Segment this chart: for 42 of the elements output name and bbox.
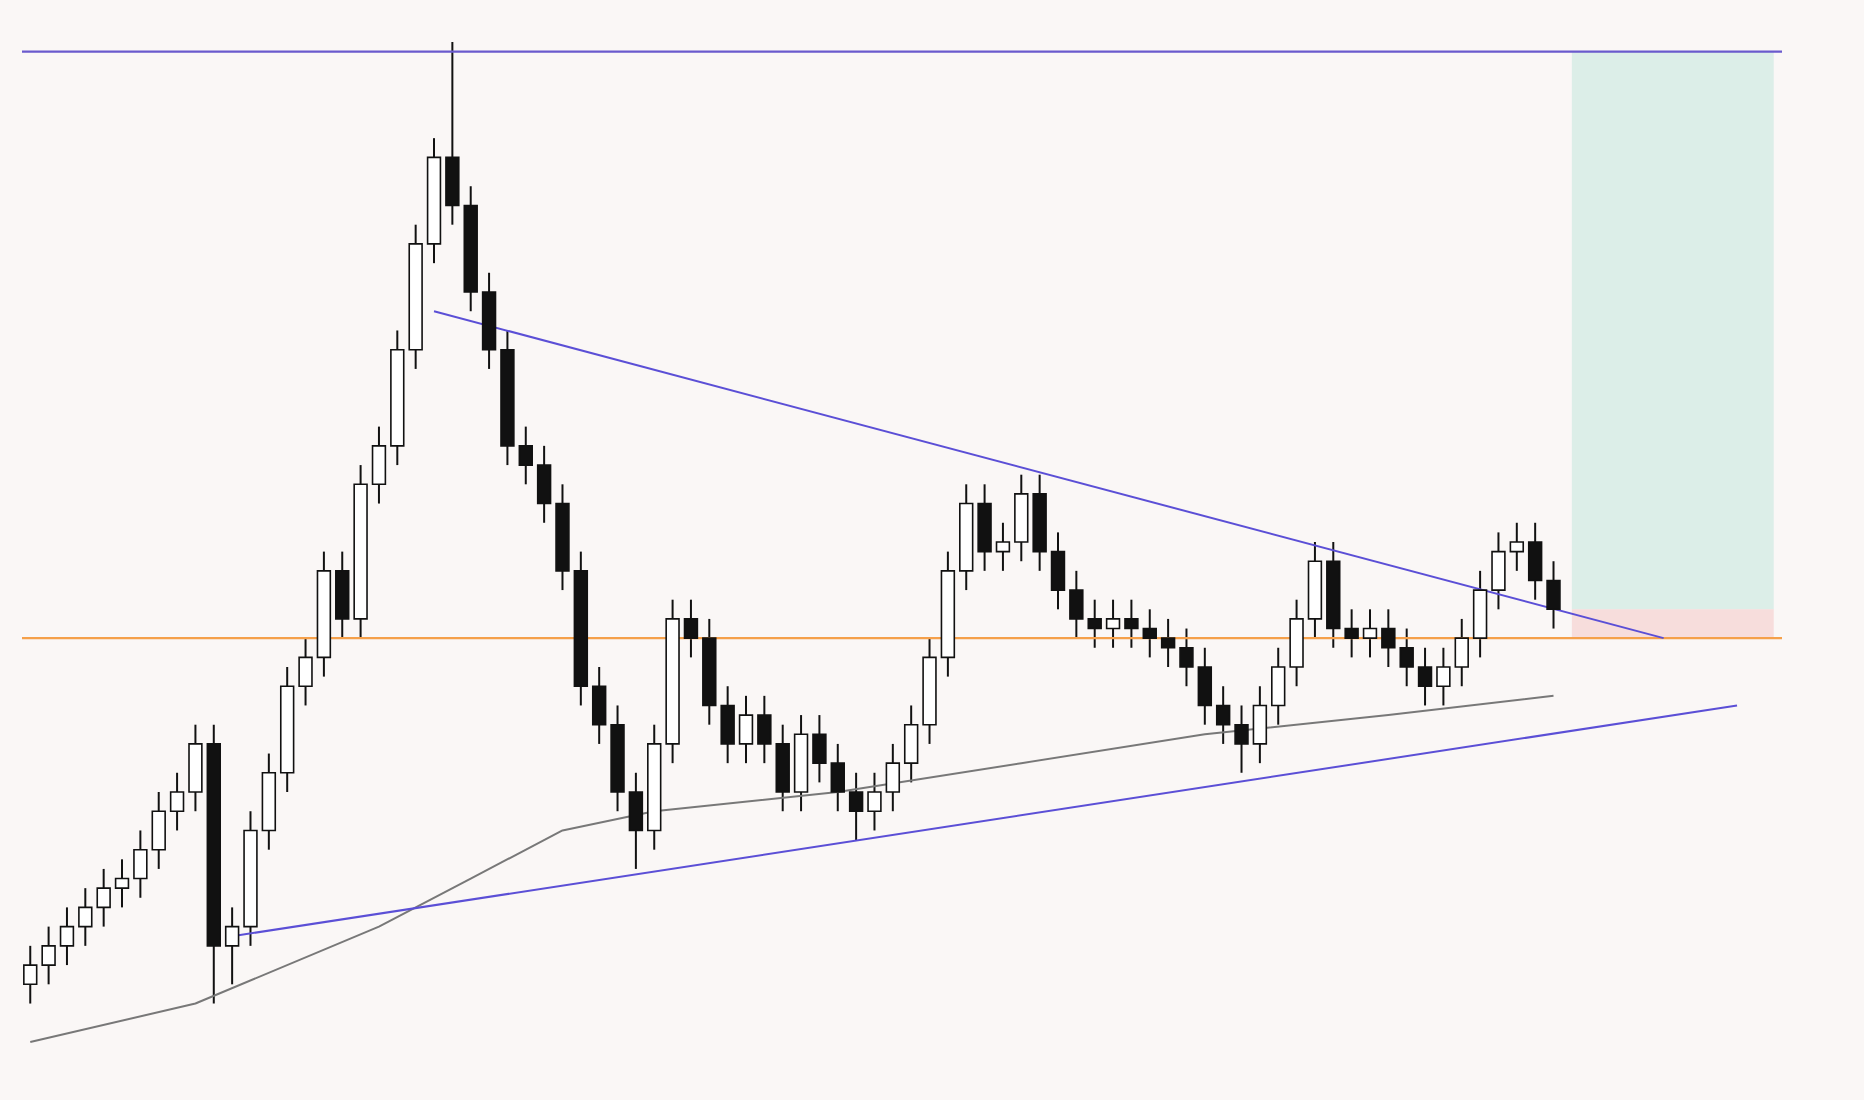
- candlestick: [59, 906, 75, 967]
- candlestick: [830, 742, 845, 813]
- candlestick: [1546, 560, 1561, 630]
- candlestick: [151, 791, 166, 870]
- candlestick: [536, 444, 552, 524]
- candlestick: [995, 521, 1011, 572]
- candlestick: [371, 425, 387, 505]
- candlestick: [1160, 617, 1176, 668]
- candlestick: [1105, 598, 1121, 649]
- candlestick: [1179, 627, 1194, 688]
- candlestick: [224, 906, 240, 986]
- candlestick: [812, 714, 827, 784]
- candlestick: [41, 925, 56, 986]
- candlestick: [23, 944, 38, 1005]
- candlestick: [1436, 646, 1451, 707]
- candlestick: [1417, 646, 1433, 707]
- candlestick: [738, 694, 754, 765]
- candlestick: [1215, 685, 1231, 745]
- candlestick: [1050, 531, 1066, 611]
- candlestick: [1124, 598, 1139, 649]
- candlestick: [133, 829, 148, 899]
- candlestick: [683, 598, 699, 659]
- candlestick: [1252, 685, 1268, 765]
- candlestick: [1527, 521, 1543, 601]
- candlestick: [867, 771, 882, 832]
- candlestick: [591, 666, 607, 745]
- candlestick: [169, 771, 185, 832]
- candlestick: [1234, 704, 1249, 774]
- candlestick: [903, 704, 919, 784]
- candlestick: [1142, 608, 1157, 659]
- candlestick: [1509, 521, 1525, 572]
- candlestick: [114, 858, 130, 909]
- candlestick: [1362, 608, 1378, 659]
- candlestick: [848, 771, 864, 842]
- candlestick: [1271, 646, 1286, 726]
- candlestick: [628, 771, 644, 870]
- candlestick: [298, 637, 313, 707]
- candlestick: [518, 425, 533, 486]
- candlestick: [1491, 531, 1506, 611]
- candlestick: [885, 742, 901, 813]
- candlestick: [1197, 646, 1213, 726]
- candlestick: [1454, 617, 1469, 688]
